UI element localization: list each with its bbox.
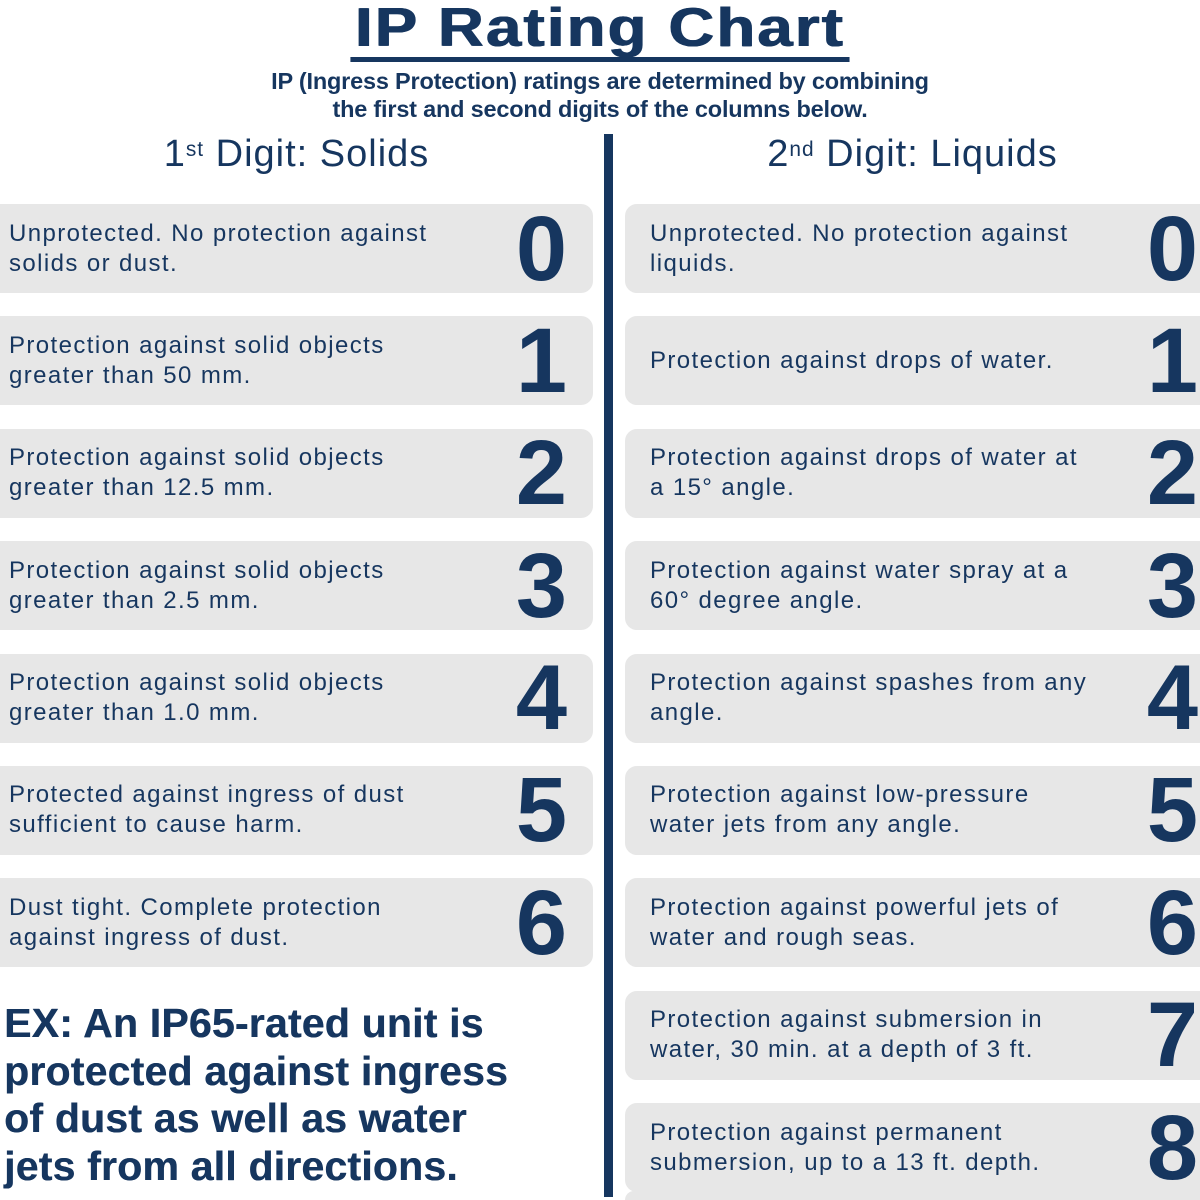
rating-digit: 6 [515,871,567,974]
liquids-heading: 2nd Digit: Liquids [625,130,1200,184]
rating-digit: 0 [515,197,567,300]
rating-digit: 4 [1146,647,1198,750]
rating-digit: 3 [1146,534,1198,637]
column-divider [604,134,613,1197]
rating-digit: 5 [515,759,567,862]
rating-digit: 2 [1146,422,1198,525]
heading-number: 1 [163,133,186,175]
example-note: EX: An IP65-rated unit is protected agai… [4,1000,508,1189]
rating-description: Protection against drops of water. [650,346,1054,374]
liquids-row-3: Protection against water spray at a 60° … [625,534,1200,637]
rating-digit: 1 [515,309,567,412]
rating-description: Protection against permanent submersion,… [650,1118,1041,1176]
solids-row-5: Protected against ingress of dust suffic… [0,759,593,862]
solids-row-2: Protection against solid objects greater… [0,422,593,525]
solids-row-6: Dust tight. Complete protection against … [0,871,593,974]
heading-ordinal: nd [789,137,815,161]
heading-ordinal: st [185,137,205,161]
rating-digit: 8 [1146,1096,1198,1199]
rating-digit: 1 [1146,309,1198,412]
rating-digit: 6 [1146,871,1198,974]
rating-digit: 3 [515,534,567,637]
solids-row-3: Protection against solid objects greater… [0,534,593,637]
rating-digit: 7 [1146,984,1198,1087]
solids-heading: 1st Digit: Solids [0,130,593,184]
partial-row-box [625,1191,1200,1200]
chart-header: IP Rating Chart IP (Ingress Protection) … [0,0,1200,123]
rating-description: Protected against ingress of dust suffic… [9,781,405,839]
rating-description: Protection against water spray at a 60° … [650,556,1069,614]
rating-description: Protection against submersion in water, … [650,1006,1043,1064]
rating-description: Protection against solid objects greater… [9,331,385,389]
rating-description: Protection against solid objects greater… [9,669,385,727]
liquids-column: 2nd Digit: Liquids Unprotected. No prote… [625,130,1200,1200]
page-title: IP Rating Chart [0,0,1200,62]
heading-number: 2 [767,133,790,175]
page-title-text: IP Rating Chart [350,0,850,62]
rating-description: Protection against low-pressure water je… [650,781,1030,839]
liquids-row-4: Protection against spashes from any angl… [625,647,1200,750]
solids-row-4: Protection against solid objects greater… [0,647,593,750]
rating-description: Protection against solid objects greater… [9,444,385,502]
rating-digit: 0 [1146,197,1198,300]
liquids-row-6: Protection against powerful jets of wate… [625,871,1200,974]
rating-description: Dust tight. Complete protection against … [9,893,382,951]
liquids-row-7: Protection against submersion in water, … [625,984,1200,1087]
liquids-row-0: Unprotected. No protection against liqui… [625,197,1200,300]
rating-digit: 4 [515,647,567,750]
rating-description: Unprotected. No protection against liqui… [650,219,1069,277]
liquids-row-5: Protection against low-pressure water je… [625,759,1200,862]
subtitle: IP (Ingress Protection) ratings are dete… [271,68,929,122]
liquids-row-8: Protection against permanent submersion,… [625,1096,1200,1199]
solids-row-1: Protection against solid objects greater… [0,309,593,412]
rating-description: Protection against spashes from any angl… [650,669,1088,727]
solids-row-0: Unprotected. No protection against solid… [0,197,593,300]
liquids-row-2: Protection against drops of water at a 1… [625,422,1200,525]
heading-rest: Digit: Solids [204,133,430,175]
heading-rest: Digit: Liquids [814,133,1058,175]
rating-digit: 2 [515,422,567,525]
liquids-row-1: Protection against drops of water. 1 [625,309,1200,412]
solids-column: 1st Digit: Solids Unprotected. No protec… [0,130,593,991]
rating-description: Protection against drops of water at a 1… [650,444,1078,502]
rating-description: Protection against solid objects greater… [9,556,385,614]
rating-description: Unprotected. No protection against solid… [9,219,428,277]
rating-digit: 5 [1146,759,1198,862]
rating-description: Protection against powerful jets of wate… [650,893,1060,951]
